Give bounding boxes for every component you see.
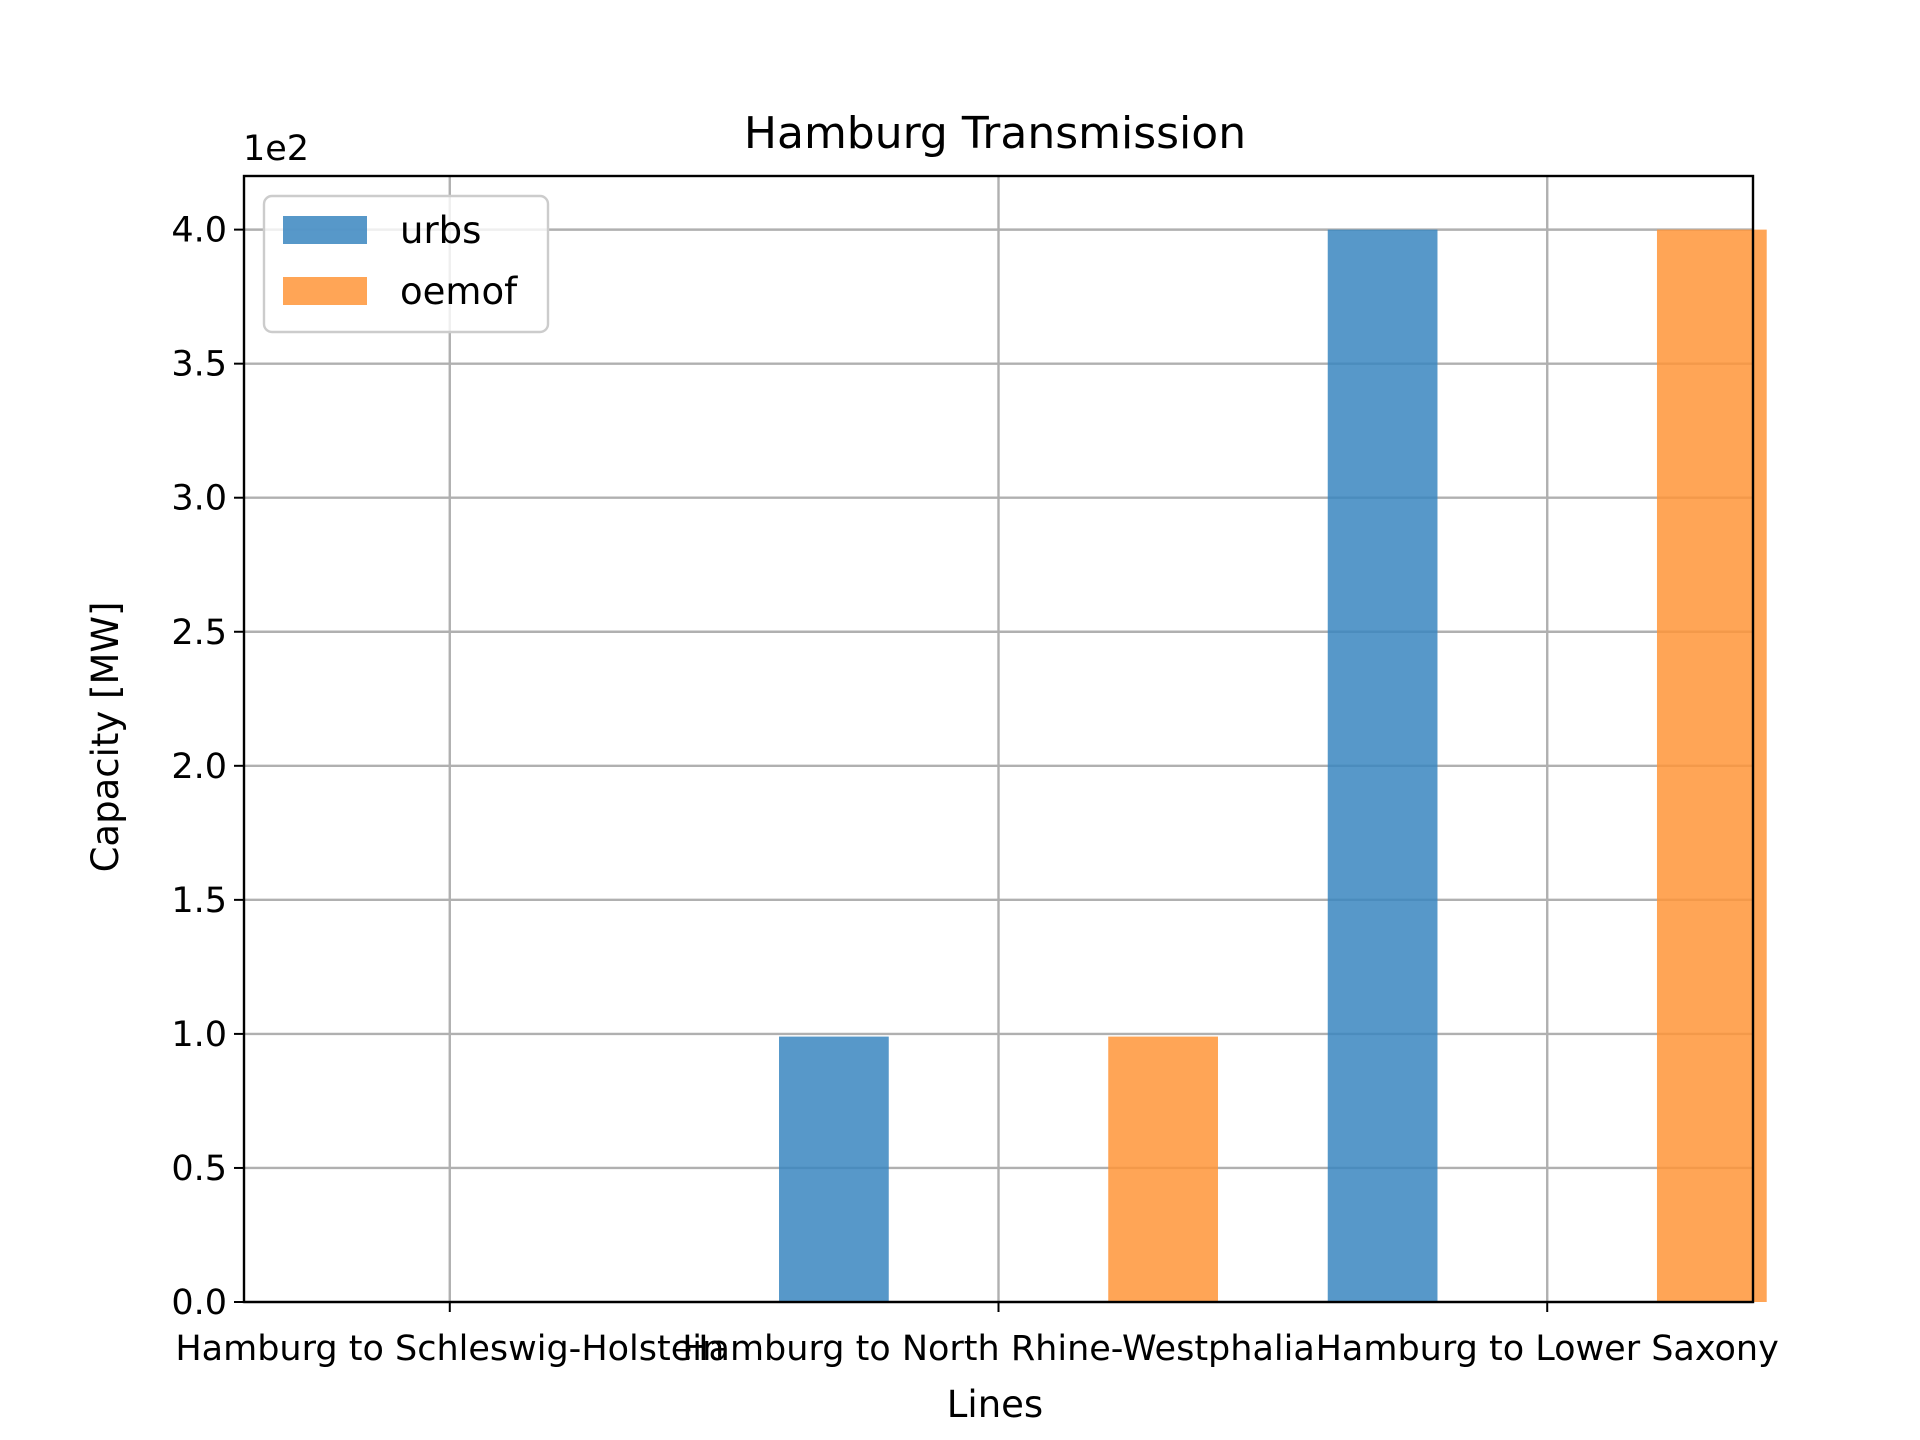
legend-label-urbs: urbs: [400, 209, 481, 252]
y-axis-label: Capacity [MW]: [84, 602, 127, 873]
bars: [779, 229, 1767, 1303]
x-tick-label: Hamburg to Schleswig-Holstein: [175, 1329, 724, 1369]
legend-swatch-urbs: [283, 216, 367, 244]
x-axis-label: Lines: [947, 1383, 1043, 1426]
legend: urbs oemof: [262, 194, 550, 334]
bar-urbs: [1327, 229, 1438, 1303]
y-tick-label: 4.0: [171, 211, 227, 251]
x-tick-label: Hamburg to Lower Saxony: [1316, 1329, 1779, 1369]
chart-title: Hamburg Transmission: [744, 108, 1246, 159]
bar-urbs: [779, 1036, 889, 1302]
y-tick-label: 0.5: [171, 1149, 227, 1189]
y-tick-label: 1.5: [171, 881, 227, 921]
legend-swatch-oemof: [283, 277, 367, 305]
bar-oemof: [1656, 229, 1767, 1303]
ticks: 0.0 0.5 1.0 1.5 2.0 2.5 3.0 3.5 4.0 Hamburg to Sc…: [171, 211, 1779, 1369]
bar-oemof: [1108, 1036, 1218, 1302]
y-tick-label: 0.0: [171, 1283, 227, 1323]
x-tick-label: Hamburg to North Rhine-Westphalia: [682, 1329, 1315, 1369]
y-tick-label: 3.0: [171, 479, 227, 519]
y-tick-label: 2.0: [171, 747, 227, 787]
y-tick-label: 3.5: [171, 345, 227, 385]
y-axis-offset-label: 1e2: [243, 129, 309, 169]
y-tick-label: 2.5: [171, 613, 227, 653]
legend-label-oemof: oemof: [400, 270, 518, 313]
y-tick-label: 1.0: [171, 1015, 227, 1055]
